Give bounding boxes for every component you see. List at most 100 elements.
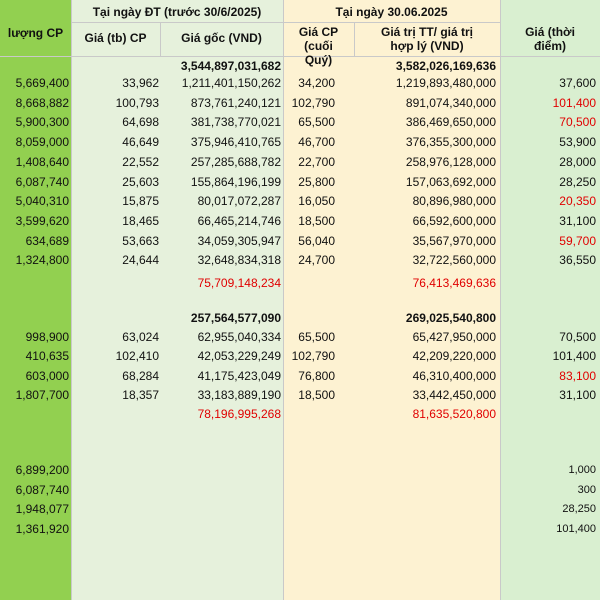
holding-quantity: 8,668,882 bbox=[15, 96, 69, 110]
holding-cost: 66,465,214,746 bbox=[197, 214, 281, 228]
holding-fair-value: 46,310,400,000 bbox=[412, 369, 496, 383]
holding-quarter-price: 102,790 bbox=[291, 349, 335, 363]
holding-fair-value: 386,469,650,000 bbox=[405, 115, 496, 129]
holding-cost: 62,955,040,334 bbox=[197, 330, 281, 344]
holding-avg-price: 68,284 bbox=[122, 369, 159, 383]
holding-current-price: 20,350 bbox=[559, 194, 596, 208]
holding-fair-value: 80,896,980,000 bbox=[412, 194, 496, 208]
holding-quantity: 603,000 bbox=[25, 369, 69, 383]
holding-current-price: 70,500 bbox=[559, 330, 596, 344]
group2-other-cost: 78,196,995,268 bbox=[197, 407, 281, 421]
grid-line bbox=[500, 0, 501, 600]
holding-current-price: 70,500 bbox=[559, 115, 596, 129]
holding-quarter-price: 65,500 bbox=[298, 115, 335, 129]
holding-quantity: 3,599,620 bbox=[15, 214, 69, 228]
holding-current-price: 300 bbox=[577, 484, 596, 496]
group1-total-fair: 3,582,026,169,636 bbox=[395, 59, 496, 73]
header-quantity: lượng CP bbox=[7, 26, 64, 40]
holding-current-price: 36,550 bbox=[559, 253, 596, 267]
holding-current-price: 101,400 bbox=[552, 96, 596, 110]
holding-cost: 34,059,305,947 bbox=[197, 234, 281, 248]
holding-avg-price: 25,603 bbox=[122, 175, 159, 189]
holding-fair-value: 35,567,970,000 bbox=[412, 234, 496, 248]
group2-total-cost: 257,564,577,090 bbox=[190, 311, 281, 325]
holding-current-price: 1,000 bbox=[568, 464, 596, 476]
holding-avg-price: 33,962 bbox=[122, 76, 159, 90]
holding-fair-value: 65,427,950,000 bbox=[412, 330, 496, 344]
holding-avg-price: 18,465 bbox=[122, 214, 159, 228]
holding-cost: 80,017,072,287 bbox=[197, 194, 281, 208]
holding-quarter-price: 22,700 bbox=[298, 155, 335, 169]
holding-cost: 42,053,229,249 bbox=[197, 349, 281, 363]
holding-current-price: 28,250 bbox=[559, 175, 596, 189]
holding-fair-value: 66,592,600,000 bbox=[412, 214, 496, 228]
header-cost: Giá gốc (VND) bbox=[181, 31, 262, 45]
holding-avg-price: 64,698 bbox=[122, 115, 159, 129]
holding-fair-value: 42,209,220,000 bbox=[412, 349, 496, 363]
holding-avg-price: 22,552 bbox=[122, 155, 159, 169]
holding-fair-value: 891,074,340,000 bbox=[405, 96, 496, 110]
holding-quantity: 1,324,800 bbox=[15, 253, 69, 267]
group1-other-fair: 76,413,469,636 bbox=[412, 276, 496, 290]
holding-current-price: 101,400 bbox=[552, 349, 596, 363]
investment-date-band bbox=[71, 0, 283, 600]
holding-quarter-price: 18,500 bbox=[298, 388, 335, 402]
holding-cost: 33,183,889,190 bbox=[197, 388, 281, 402]
holding-current-price: 59,700 bbox=[559, 234, 596, 248]
holding-avg-price: 15,875 bbox=[122, 194, 159, 208]
holding-quantity: 634,689 bbox=[25, 234, 69, 248]
holding-quantity: 1,408,640 bbox=[15, 155, 69, 169]
holding-current-price: 31,100 bbox=[559, 388, 596, 402]
holding-current-price: 28,000 bbox=[559, 155, 596, 169]
holding-cost: 1,211,401,150,262 bbox=[181, 76, 281, 90]
holding-cost: 155,864,196,199 bbox=[190, 175, 281, 189]
grid-line bbox=[160, 22, 161, 56]
holding-quarter-price: 34,200 bbox=[298, 76, 335, 90]
holding-quarter-price: 76,800 bbox=[298, 369, 335, 383]
holding-avg-price: 46,649 bbox=[122, 135, 159, 149]
holding-cost: 375,946,410,765 bbox=[190, 135, 281, 149]
holding-quarter-price: 18,500 bbox=[298, 214, 335, 228]
holding-quarter-price: 16,050 bbox=[298, 194, 335, 208]
holding-quarter-price: 65,500 bbox=[298, 330, 335, 344]
holding-current-price: 28,250 bbox=[562, 503, 596, 515]
holding-quantity: 1,807,700 bbox=[15, 388, 69, 402]
holding-quarter-price: 102,790 bbox=[291, 96, 335, 110]
holding-quantity: 5,669,400 bbox=[15, 76, 69, 90]
header-avg-price: Giá (tb) CP bbox=[84, 31, 147, 45]
holding-avg-price: 100,793 bbox=[115, 96, 159, 110]
holding-fair-value: 376,355,300,000 bbox=[405, 135, 496, 149]
holding-cost: 381,738,770,021 bbox=[190, 115, 281, 129]
holding-quantity: 1,948,077 bbox=[15, 502, 69, 516]
holding-cost: 32,648,834,318 bbox=[197, 253, 281, 267]
header-fair-value: Giá trị TT/ giá trị hợp lý (VND) bbox=[380, 25, 473, 53]
holding-avg-price: 24,644 bbox=[122, 253, 159, 267]
report-date-band bbox=[283, 0, 500, 600]
header-investment-date: Tại ngày ĐT (trước 30/6/2025) bbox=[92, 5, 262, 19]
holding-quantity: 6,087,740 bbox=[15, 175, 69, 189]
holding-current-price: 53,900 bbox=[559, 135, 596, 149]
header-report-date: Tại ngày 30.06.2025 bbox=[335, 5, 448, 19]
grid-line bbox=[354, 22, 355, 56]
grid-line bbox=[283, 0, 284, 600]
header-quarter-price: Giá CP (cuối Quý) bbox=[298, 25, 339, 67]
holding-quarter-price: 24,700 bbox=[298, 253, 335, 267]
grid-line bbox=[71, 0, 72, 600]
holding-cost: 41,175,423,049 bbox=[197, 369, 281, 383]
holding-quantity: 6,087,740 bbox=[15, 483, 69, 497]
header-current-price: Giá (thời điểm) bbox=[525, 25, 575, 53]
holding-quantity: 5,040,310 bbox=[15, 194, 69, 208]
holding-avg-price: 53,663 bbox=[122, 234, 159, 248]
group2-other-fair: 81,635,520,800 bbox=[412, 407, 496, 421]
holding-quarter-price: 25,800 bbox=[298, 175, 335, 189]
group1-total-cost: 3,544,897,031,682 bbox=[180, 59, 281, 73]
holding-cost: 257,285,688,782 bbox=[190, 155, 281, 169]
holding-avg-price: 18,357 bbox=[122, 388, 159, 402]
group2-total-fair: 269,025,540,800 bbox=[405, 311, 496, 325]
holding-quarter-price: 46,700 bbox=[298, 135, 335, 149]
holding-quantity: 998,900 bbox=[25, 330, 69, 344]
holding-fair-value: 33,442,450,000 bbox=[412, 388, 496, 402]
holding-fair-value: 1,219,893,480,000 bbox=[395, 76, 496, 90]
holding-avg-price: 102,410 bbox=[115, 349, 159, 363]
holding-current-price: 31,100 bbox=[559, 214, 596, 228]
